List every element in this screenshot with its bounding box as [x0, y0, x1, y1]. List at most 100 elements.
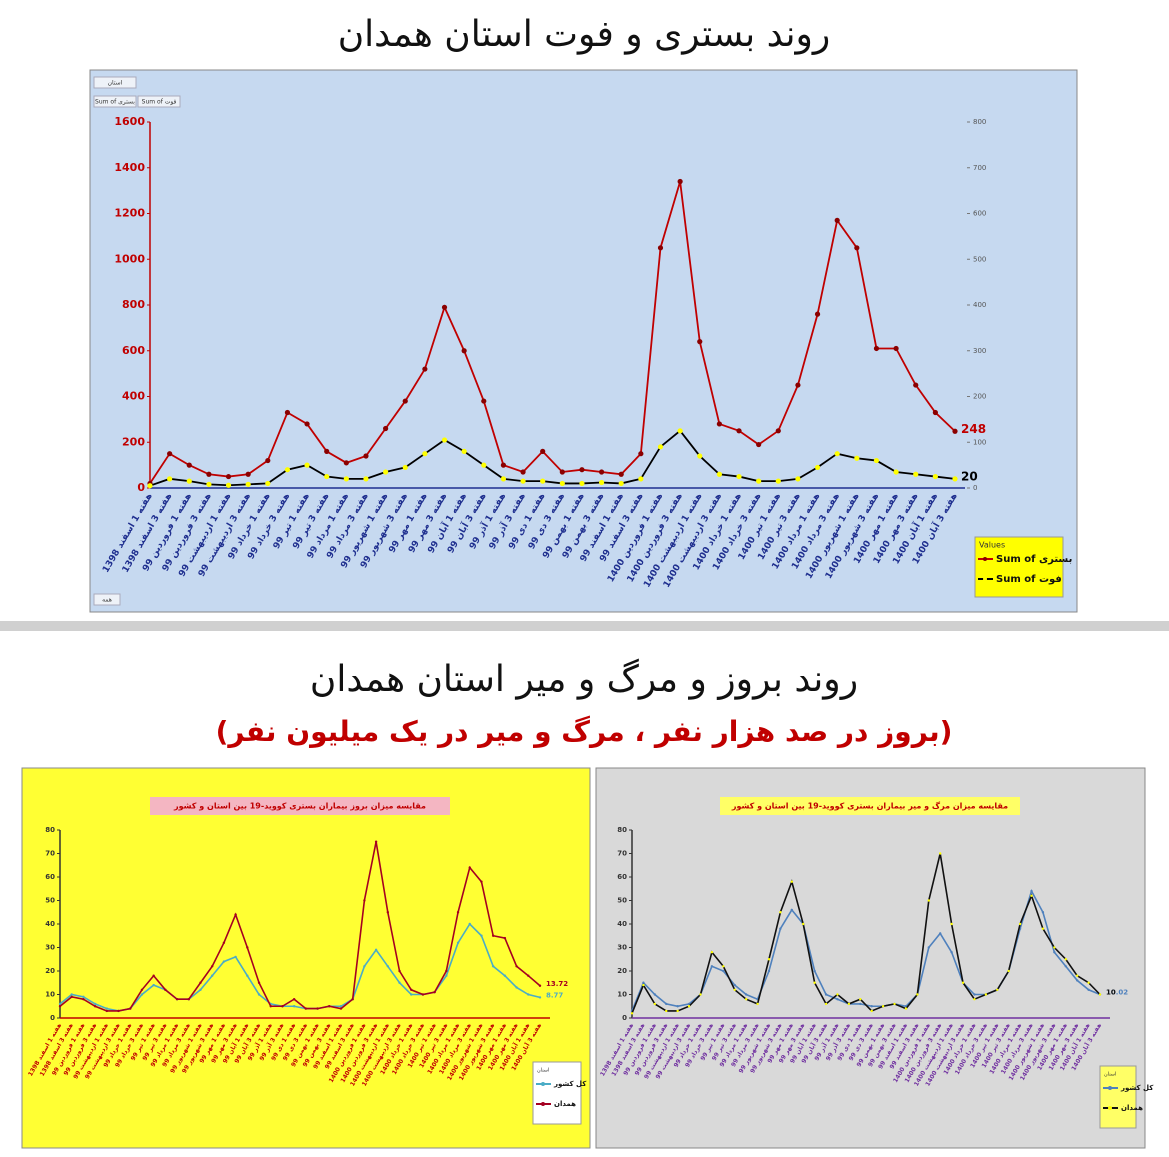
series-marker — [598, 469, 605, 475]
series-marker — [503, 936, 507, 940]
series-marker — [642, 981, 645, 984]
series-marker — [152, 983, 155, 987]
series-marker — [363, 965, 366, 968]
series-marker — [1064, 958, 1067, 961]
series-marker — [441, 437, 448, 443]
series-marker — [932, 409, 938, 416]
y2-tick-label: 500 — [973, 255, 986, 263]
chart-background — [595, 767, 1146, 1149]
series-marker — [500, 462, 507, 468]
series-marker — [422, 451, 428, 457]
series-marker — [1007, 969, 1010, 973]
series-marker — [984, 993, 988, 996]
y-tick-label: 10 — [617, 991, 627, 999]
series-marker — [210, 974, 214, 977]
series-marker — [540, 478, 546, 484]
series-marker — [481, 398, 487, 404]
y2-tick-label: 700 — [973, 164, 986, 172]
y-tick-label: 400 — [122, 390, 145, 403]
series-marker — [281, 1005, 284, 1008]
series-marker — [257, 981, 261, 984]
y-tick-label: 0 — [50, 1014, 55, 1022]
series-marker — [559, 469, 565, 475]
end-value-label: 10 — [1106, 989, 1116, 997]
series-marker — [859, 998, 862, 1001]
chart-title: مقایسه میزان بروز بیماران بستری کووید-19… — [173, 802, 426, 811]
y-tick-label: 20 — [617, 967, 627, 975]
series-marker — [836, 993, 839, 996]
series-marker — [870, 1005, 873, 1008]
filter-button-label: همه — [102, 597, 112, 604]
series-marker — [374, 948, 378, 952]
series-marker — [996, 988, 999, 991]
series-marker — [952, 476, 958, 482]
series-marker — [1053, 946, 1056, 949]
series-marker — [167, 476, 173, 482]
series-marker — [445, 969, 448, 973]
series-marker — [527, 974, 530, 977]
series-line — [59, 922, 541, 1012]
series-marker — [618, 471, 624, 477]
legend-label: کل کشور — [553, 1080, 587, 1088]
end-value-label: 248 — [961, 422, 986, 436]
series-marker — [206, 481, 212, 487]
series-marker — [316, 1007, 319, 1010]
series-marker — [913, 382, 919, 388]
y-tick-label: 800 — [122, 298, 145, 311]
series-marker — [677, 178, 683, 185]
series-marker — [540, 448, 546, 454]
series-marker — [813, 969, 816, 973]
series-marker — [775, 478, 781, 484]
series-marker — [932, 473, 938, 480]
series-marker — [324, 473, 330, 480]
series-marker — [859, 1002, 862, 1006]
series-marker — [779, 911, 782, 914]
series-marker — [422, 366, 428, 372]
series-marker — [642, 983, 645, 987]
series-marker — [503, 974, 507, 977]
series-marker — [402, 398, 408, 404]
series-marker — [343, 476, 349, 482]
section-title: روند بروز و مرگ و میر استان همدان — [310, 659, 858, 700]
field-button-label: Sum of بستری — [95, 99, 135, 106]
series-marker — [716, 471, 722, 477]
y-tick-label: 0 — [622, 1014, 627, 1022]
series-marker — [657, 444, 664, 450]
series-marker — [167, 451, 173, 457]
series-marker — [950, 951, 953, 954]
series-marker — [538, 996, 542, 999]
series-marker — [410, 993, 413, 996]
series-marker — [199, 988, 202, 991]
series-marker — [795, 382, 801, 388]
series-marker — [93, 1002, 97, 1006]
series-marker — [234, 913, 237, 916]
series-marker — [265, 480, 271, 487]
series-marker — [653, 1002, 657, 1006]
chart-background — [21, 767, 591, 1149]
series-marker — [814, 464, 821, 471]
series-marker — [93, 1005, 97, 1008]
y2-tick-label: 800 — [973, 118, 986, 126]
series-marker — [363, 453, 369, 459]
series-marker — [1098, 993, 1102, 996]
chart-title: روند بستری و فوت استان همدان — [338, 14, 831, 55]
series-marker — [913, 471, 919, 477]
legend-marker — [983, 557, 987, 561]
series-marker — [834, 217, 840, 223]
series-marker — [140, 988, 144, 991]
filter-button — [93, 593, 121, 606]
series-marker — [687, 1005, 691, 1008]
y-tick-label: 40 — [617, 920, 627, 928]
series-marker — [284, 467, 291, 473]
series-marker — [814, 311, 821, 317]
series-marker — [117, 1009, 120, 1013]
series-marker — [527, 993, 530, 996]
field-button-label: استان — [108, 80, 123, 87]
y-tick-label: 1400 — [114, 161, 145, 174]
field-button — [93, 76, 137, 89]
series-marker — [802, 922, 805, 926]
series-marker — [1053, 951, 1056, 954]
series-marker — [598, 479, 605, 486]
series-marker — [676, 1009, 679, 1013]
field-button-label: Sum of فوت — [142, 99, 177, 106]
